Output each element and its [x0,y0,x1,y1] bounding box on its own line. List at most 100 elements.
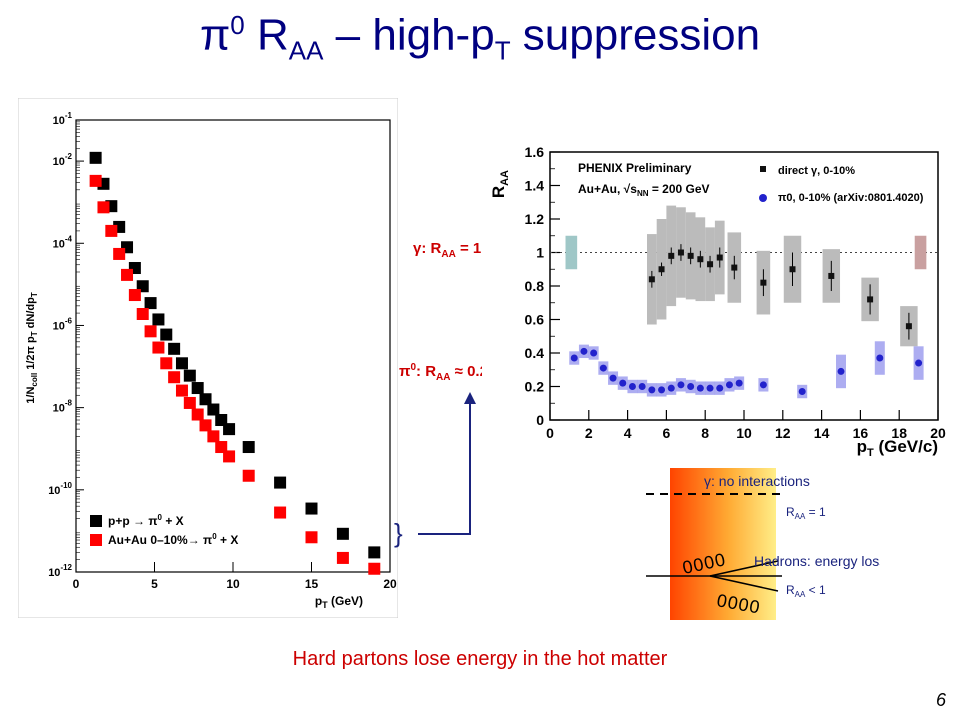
spectrum-ytick-label: 10-1 [53,111,73,127]
raa-legend: PHENIX Preliminary Au+Au, √sNN = 200 GeV… [578,161,924,204]
legend-pp-marker [90,515,102,527]
raa-norm-box-right [914,235,927,270]
spectrum-xtick-label: 0 [73,577,80,591]
gluon-lower-line [709,575,779,592]
spectrum-ytick-label: 10-2 [53,152,73,168]
auau-data-point [215,441,228,454]
raa-xtick-label: 20 [930,425,946,441]
arrow-head-icon [464,392,476,404]
pp-data-point [336,527,349,540]
auau-data-point [336,551,349,564]
pi0-data-point [658,386,666,394]
auau-data-point [199,419,212,432]
title-r: R [244,10,289,60]
gamma-data-point [648,276,655,283]
gamma-data-point [658,266,665,273]
auau-data-point [223,450,236,463]
spectrum-ytick-label: 10-10 [48,481,72,497]
pp-data-point [242,441,255,454]
title-sub: AA [288,35,324,66]
legend-gamma-marker [760,166,766,172]
pp-data-point [168,342,181,355]
gamma-data-point [760,279,767,286]
spectrum-ytick-label: 10-6 [53,316,73,332]
gamma-data-point [731,264,738,271]
pp-data-point [152,313,165,326]
gamma-data-point [687,252,694,259]
pi0-data-point [590,349,598,357]
spectrum-xtick-label: 20 [383,577,397,591]
pi0-data-point [915,359,923,367]
auau-data-point [113,247,126,260]
legend-auau-marker [90,534,102,546]
pi0-data-point [628,383,636,390]
pi0-data-point [609,374,617,382]
pi0-data-point [677,381,685,389]
pp-data-point [223,423,236,436]
gamma-data-point [697,256,704,263]
legend-pp-label: p+p → π0 + X [108,513,184,528]
legend-pi0-marker [759,194,767,202]
raa-frame [482,130,952,460]
pi0-data-point [837,367,845,375]
pi0-data-point [759,381,767,389]
auau-data-point [274,506,287,519]
raa-xtick-label: 16 [853,425,869,441]
pp-data-point [160,328,173,341]
pp-data-point [368,546,381,559]
pi0-data-point [735,379,743,387]
legend-system: Au+Au, √sNN = 200 GeV [578,182,710,198]
bracket-icon: } [394,518,403,548]
raa-ytick-label: 0 [536,412,544,428]
pi0-data-point [599,364,607,372]
slide-title: π0 RAA – high-pT suppression [0,10,960,66]
auau-data-point [242,469,255,482]
auau-data-point [175,384,188,397]
gamma-data-point [905,323,912,330]
gluon-upper-line [709,560,779,577]
title-sup: 0 [230,10,245,40]
spectrum-xtick-label: 5 [151,577,158,591]
raa-ytick-label: 0.6 [525,312,545,328]
pi0-data-point [696,384,704,392]
pi0-mid: : R [416,363,437,380]
raa-xtick-label: 2 [585,425,593,441]
title-sub2: T [494,35,511,66]
raa-ytick-label: 0.4 [525,345,545,361]
auau-data-point [168,371,181,384]
auau-data-point [368,562,381,575]
pi0-data-point [648,386,656,394]
auau-data-point [89,174,102,187]
legend-pi0-label: π0, 0-10% (arXiv:0801.4020) [778,192,924,204]
pp-data-point [89,151,102,164]
gamma-data-point [828,272,835,279]
pi0-raa-annotation: π0: RAA ≈ 0.2 [399,362,488,383]
pp-data-point [175,357,188,370]
pp-data-point [207,403,220,416]
gamma-data-point [716,254,723,261]
raa-ytick-label: 0.2 [525,379,545,395]
pp-data-point [191,382,204,395]
raa-ytick-label: 1.4 [525,178,545,194]
title-end: suppression [510,10,761,60]
raa-ytick-label: 1.6 [525,144,545,160]
spectrum-xtick-label: 10 [226,577,240,591]
hadrons-energy-loss-label: Hadrons: energy loss [754,553,880,569]
pp-data-point [183,369,196,382]
pi0-sup: 0 [410,362,417,373]
pi0-sub: AA [436,372,451,383]
gamma-data-point [677,249,684,256]
spectrum-ytick-label: 10-8 [53,399,73,415]
pi0-data-point [725,381,733,389]
auau-data-point [121,268,134,281]
pi0-data-point [876,354,884,362]
gamma-data-point [789,266,796,273]
raa-xlabel: pT (GeV/c) [857,437,938,459]
spectrum-frame [18,98,398,618]
pp-data-point [274,476,287,489]
raa-ytick-label: 1.2 [525,211,545,227]
raa-xtick-label: 18 [891,425,907,441]
pi0-data-point [798,388,806,396]
gamma-raa-annotation: γ: RAA = 1 [413,240,481,260]
